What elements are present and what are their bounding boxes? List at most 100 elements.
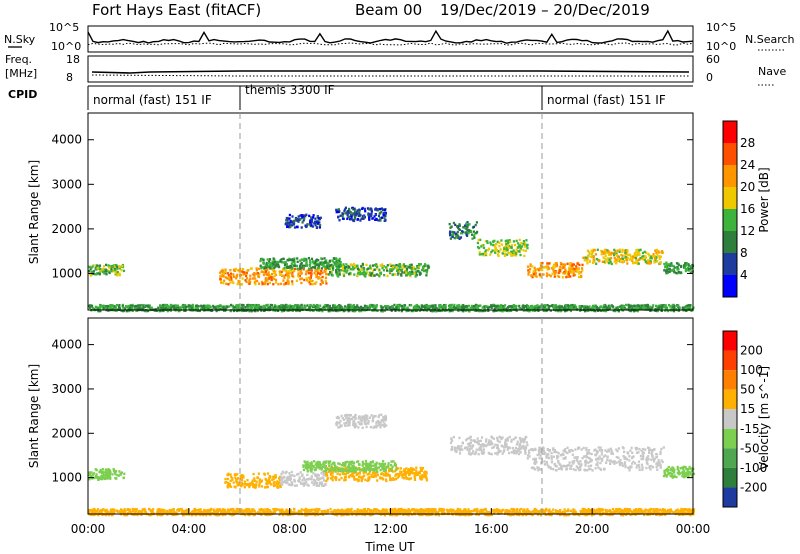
scatter-cell	[609, 260, 612, 264]
scatter-cell	[663, 262, 666, 266]
scatter-cell	[606, 459, 609, 462]
scatter-cell	[346, 213, 349, 217]
scatter-cell	[414, 275, 417, 278]
scatter-cell	[357, 417, 360, 420]
scatter-cell	[265, 273, 269, 276]
scatter-cell	[604, 307, 607, 310]
scatter-cell	[319, 304, 322, 307]
scatter-cell	[89, 475, 92, 478]
scatter-cell	[335, 208, 338, 212]
scatter-cell	[127, 304, 130, 308]
scatter-cell	[310, 269, 313, 272]
scatter-cell	[648, 466, 651, 469]
scatter-cell	[450, 439, 454, 442]
scatter-cell	[467, 304, 470, 308]
scatter-cell	[580, 275, 583, 279]
scatter-cell	[544, 309, 547, 313]
scatter-cell	[593, 248, 596, 252]
scatter-cell	[635, 451, 639, 454]
scatter-cell	[424, 474, 428, 478]
scatter-cell	[388, 469, 391, 473]
scatter-cell	[522, 240, 525, 243]
scatter-cell	[114, 305, 117, 309]
scatter-cell	[657, 308, 660, 311]
scatter-cell	[457, 235, 460, 239]
scatter-cell	[224, 268, 227, 271]
scatter-cell	[642, 307, 645, 311]
scatter-cell	[327, 306, 330, 310]
scatter-cell	[316, 476, 319, 480]
scatter-cell	[371, 304, 374, 307]
scatter-cell	[265, 266, 268, 269]
scatter-cell	[647, 455, 650, 458]
scatter-cell	[630, 307, 633, 310]
scatter-cell	[374, 463, 377, 466]
scatter-cell	[496, 453, 499, 456]
scatter-cell	[508, 451, 511, 455]
scatter-cell	[527, 305, 530, 309]
scatter-cell	[545, 266, 548, 269]
scatter-cell	[353, 477, 356, 480]
scatter-cell	[369, 467, 372, 470]
scatter-cell	[500, 243, 503, 246]
scatter-cell	[529, 307, 532, 310]
scatter-cell	[578, 305, 581, 308]
scatter-cell	[310, 274, 313, 277]
scatter-cell	[295, 309, 298, 313]
scatter-cell	[353, 210, 357, 213]
scatter-cell	[565, 275, 568, 279]
scatter-cell	[489, 443, 492, 446]
scatter-cell	[300, 226, 303, 229]
scatter-cell	[226, 473, 229, 477]
scatter-cell	[196, 306, 199, 309]
scatter-cell	[388, 270, 391, 273]
scatter-cell	[511, 307, 514, 311]
scatter-cell	[353, 265, 356, 268]
date-range: 19/Dec/2019 – 20/Dec/2019	[440, 1, 650, 19]
scatter-cell	[611, 460, 614, 464]
scatter-cell	[386, 264, 389, 267]
scatter-cell	[660, 447, 663, 451]
scatter-cell	[279, 259, 282, 262]
scatter-cell	[347, 309, 350, 313]
scatter-cell	[332, 266, 335, 270]
scatter-cell	[374, 475, 378, 478]
scatter-cell	[365, 425, 368, 429]
scatter-cell	[580, 448, 583, 451]
scatter-cell	[312, 214, 315, 217]
scatter-cell	[655, 465, 658, 469]
scatter-cell	[357, 426, 360, 429]
scatter-cell	[326, 261, 329, 265]
scatter-cell	[490, 304, 494, 308]
scatter-cell	[349, 271, 352, 275]
scatter-cell	[115, 304, 118, 307]
scatter-cell	[649, 256, 652, 260]
scatter-cell	[229, 269, 232, 272]
scatter-cell	[249, 274, 252, 277]
scatter-cell	[351, 469, 354, 473]
scatter-cell	[592, 250, 595, 253]
scatter-cell	[323, 472, 326, 475]
scatter-cell	[224, 481, 227, 484]
scatter-cell	[240, 273, 243, 277]
scatter-cell	[354, 417, 357, 420]
scatter-cell	[641, 255, 644, 258]
scatter-cell	[229, 278, 232, 281]
scatter-cell	[122, 476, 125, 480]
scatter-cell	[371, 468, 374, 471]
scatter-cell	[403, 471, 406, 475]
scatter-cell	[533, 309, 536, 312]
scatter-cell	[295, 304, 298, 307]
scatter-cell	[471, 445, 474, 448]
cpid-label: CPID	[8, 88, 37, 101]
scatter-cell	[565, 270, 569, 274]
scatter-cell	[427, 305, 430, 308]
scatter-cell	[166, 305, 169, 308]
scatter-cell	[678, 306, 681, 309]
scatter-cell	[267, 306, 270, 309]
scatter-cell	[321, 281, 324, 284]
scatter-cell	[471, 233, 474, 236]
scatter-cell	[301, 264, 304, 267]
scatter-cell	[485, 252, 488, 256]
scatter-cell	[533, 274, 536, 277]
